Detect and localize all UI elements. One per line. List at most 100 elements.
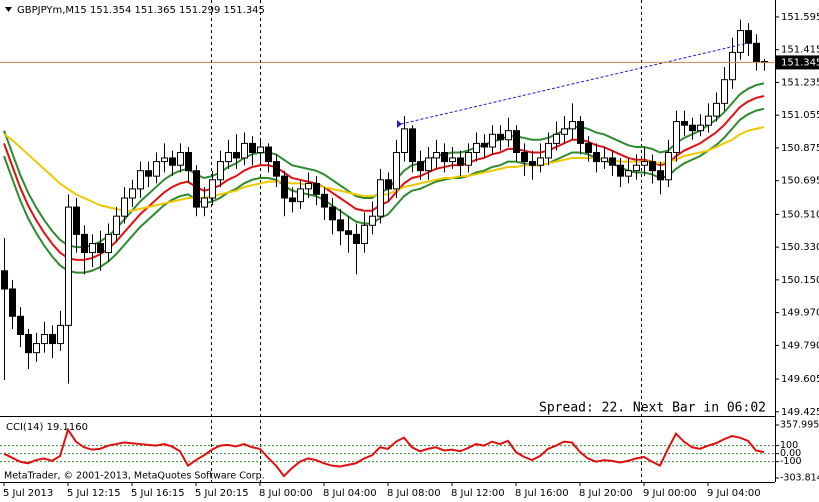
candle-body xyxy=(729,51,736,81)
candle-body xyxy=(81,233,88,254)
candle-body xyxy=(633,164,640,172)
candle-body xyxy=(521,151,528,163)
candle-body xyxy=(417,161,424,172)
x-tick-label: 8 Jul 00:00 xyxy=(259,488,313,499)
candle-body xyxy=(153,161,160,177)
candle-body xyxy=(689,124,696,132)
candle-body xyxy=(393,151,400,190)
candle-body xyxy=(225,151,232,163)
candle-body xyxy=(297,188,304,203)
cci-line xyxy=(3,427,765,478)
candle-body xyxy=(273,161,280,177)
candle-body xyxy=(233,151,240,159)
candle-body xyxy=(561,128,568,135)
candle-body xyxy=(257,146,264,153)
candle-body xyxy=(9,288,16,317)
trend-line-anchor xyxy=(397,120,402,128)
candle-body xyxy=(713,102,720,117)
x-tick-label: 8 Jul 12:00 xyxy=(451,488,505,499)
y-tick-label: 150.875 xyxy=(781,143,819,154)
candle-body xyxy=(33,343,40,354)
candle-body xyxy=(441,151,448,163)
price-label: 151.345 xyxy=(781,57,819,68)
candle-body xyxy=(705,115,712,126)
candle-body xyxy=(481,142,488,148)
candle-body xyxy=(337,219,344,232)
status-text: Spread: 22. Next Bar in 06:02 xyxy=(539,401,766,416)
candle-body xyxy=(305,182,312,190)
candle-body xyxy=(369,215,376,226)
x-tick-label: 5 Jul 2013 xyxy=(3,488,53,499)
candle-body xyxy=(577,121,584,144)
candle-body xyxy=(545,142,552,159)
candle-body xyxy=(329,206,336,221)
x-tick-label: 9 Jul 04:00 xyxy=(707,488,761,499)
candle-body xyxy=(753,42,760,63)
indicator-title: CCI(14) 19.1160 xyxy=(6,422,88,433)
candle-body xyxy=(697,124,704,132)
candle-body xyxy=(137,170,144,190)
y-tick-label: 357.995 xyxy=(780,420,819,431)
candle-body xyxy=(505,130,512,141)
candle-body xyxy=(105,233,112,254)
candle-body xyxy=(73,206,80,235)
candle-body xyxy=(193,170,200,208)
y-tick-label: 150.510 xyxy=(781,209,819,220)
candle-body xyxy=(449,157,456,163)
y-tick-label: 151.595 xyxy=(781,12,819,23)
candle-body xyxy=(409,128,416,163)
candle-body xyxy=(745,30,752,44)
x-tick-label: 5 Jul 20:15 xyxy=(195,488,249,499)
candle-body xyxy=(665,151,672,181)
candle-body xyxy=(249,142,256,153)
candle-body xyxy=(129,188,136,199)
candle-body xyxy=(209,179,216,199)
candle-body xyxy=(609,157,616,166)
candle-body xyxy=(385,179,392,190)
x-tick-label: 9 Jul 00:00 xyxy=(643,488,697,499)
candle-body xyxy=(241,142,248,159)
candle-body xyxy=(489,133,496,148)
candle-body xyxy=(57,324,64,345)
y-tick-label: 149.970 xyxy=(781,308,819,319)
candle-body xyxy=(1,270,8,290)
candle-body xyxy=(641,161,648,166)
candle-body xyxy=(457,157,464,166)
y-tick-label: 149.605 xyxy=(781,374,819,385)
candle-body xyxy=(513,130,520,153)
candle-body xyxy=(313,182,320,195)
y-tick-label: 149.790 xyxy=(781,340,819,351)
y-tick-label: 100 xyxy=(780,440,798,451)
x-tick-label: 8 Jul 16:00 xyxy=(515,488,569,499)
candle-body xyxy=(217,161,224,181)
candle-body xyxy=(585,142,592,153)
chart-title: GBPJPYm,M15 151.354 151.365 151.299 151.… xyxy=(17,5,265,16)
y-tick-label: 150.695 xyxy=(781,176,819,187)
y-tick-label: 150.330 xyxy=(781,242,819,253)
candle-body xyxy=(145,170,152,177)
x-tick-label: 5 Jul 16:15 xyxy=(131,488,185,499)
candle-body xyxy=(497,133,504,141)
candle-body xyxy=(569,121,576,130)
candle-body xyxy=(41,333,48,345)
y-tick-label: -303.8143 xyxy=(780,473,819,484)
candle-body xyxy=(361,224,368,244)
candle-body xyxy=(265,146,272,163)
candle-body xyxy=(321,193,328,208)
candle-body xyxy=(601,157,608,163)
candle-body xyxy=(17,315,24,335)
candle-body xyxy=(625,170,632,177)
candle-body xyxy=(737,30,744,53)
candle-body xyxy=(89,242,96,254)
candle-body xyxy=(401,128,408,153)
candle-body xyxy=(25,333,32,354)
candle-body xyxy=(553,133,560,144)
candle-body xyxy=(465,151,472,166)
y-tick-label: 150.150 xyxy=(781,275,819,286)
candle-body xyxy=(97,242,104,254)
candle-body xyxy=(121,197,128,217)
candle-body xyxy=(201,197,208,208)
candle-body xyxy=(649,161,656,172)
candle-body xyxy=(473,142,480,153)
y-tick-label: -100 xyxy=(780,456,802,467)
